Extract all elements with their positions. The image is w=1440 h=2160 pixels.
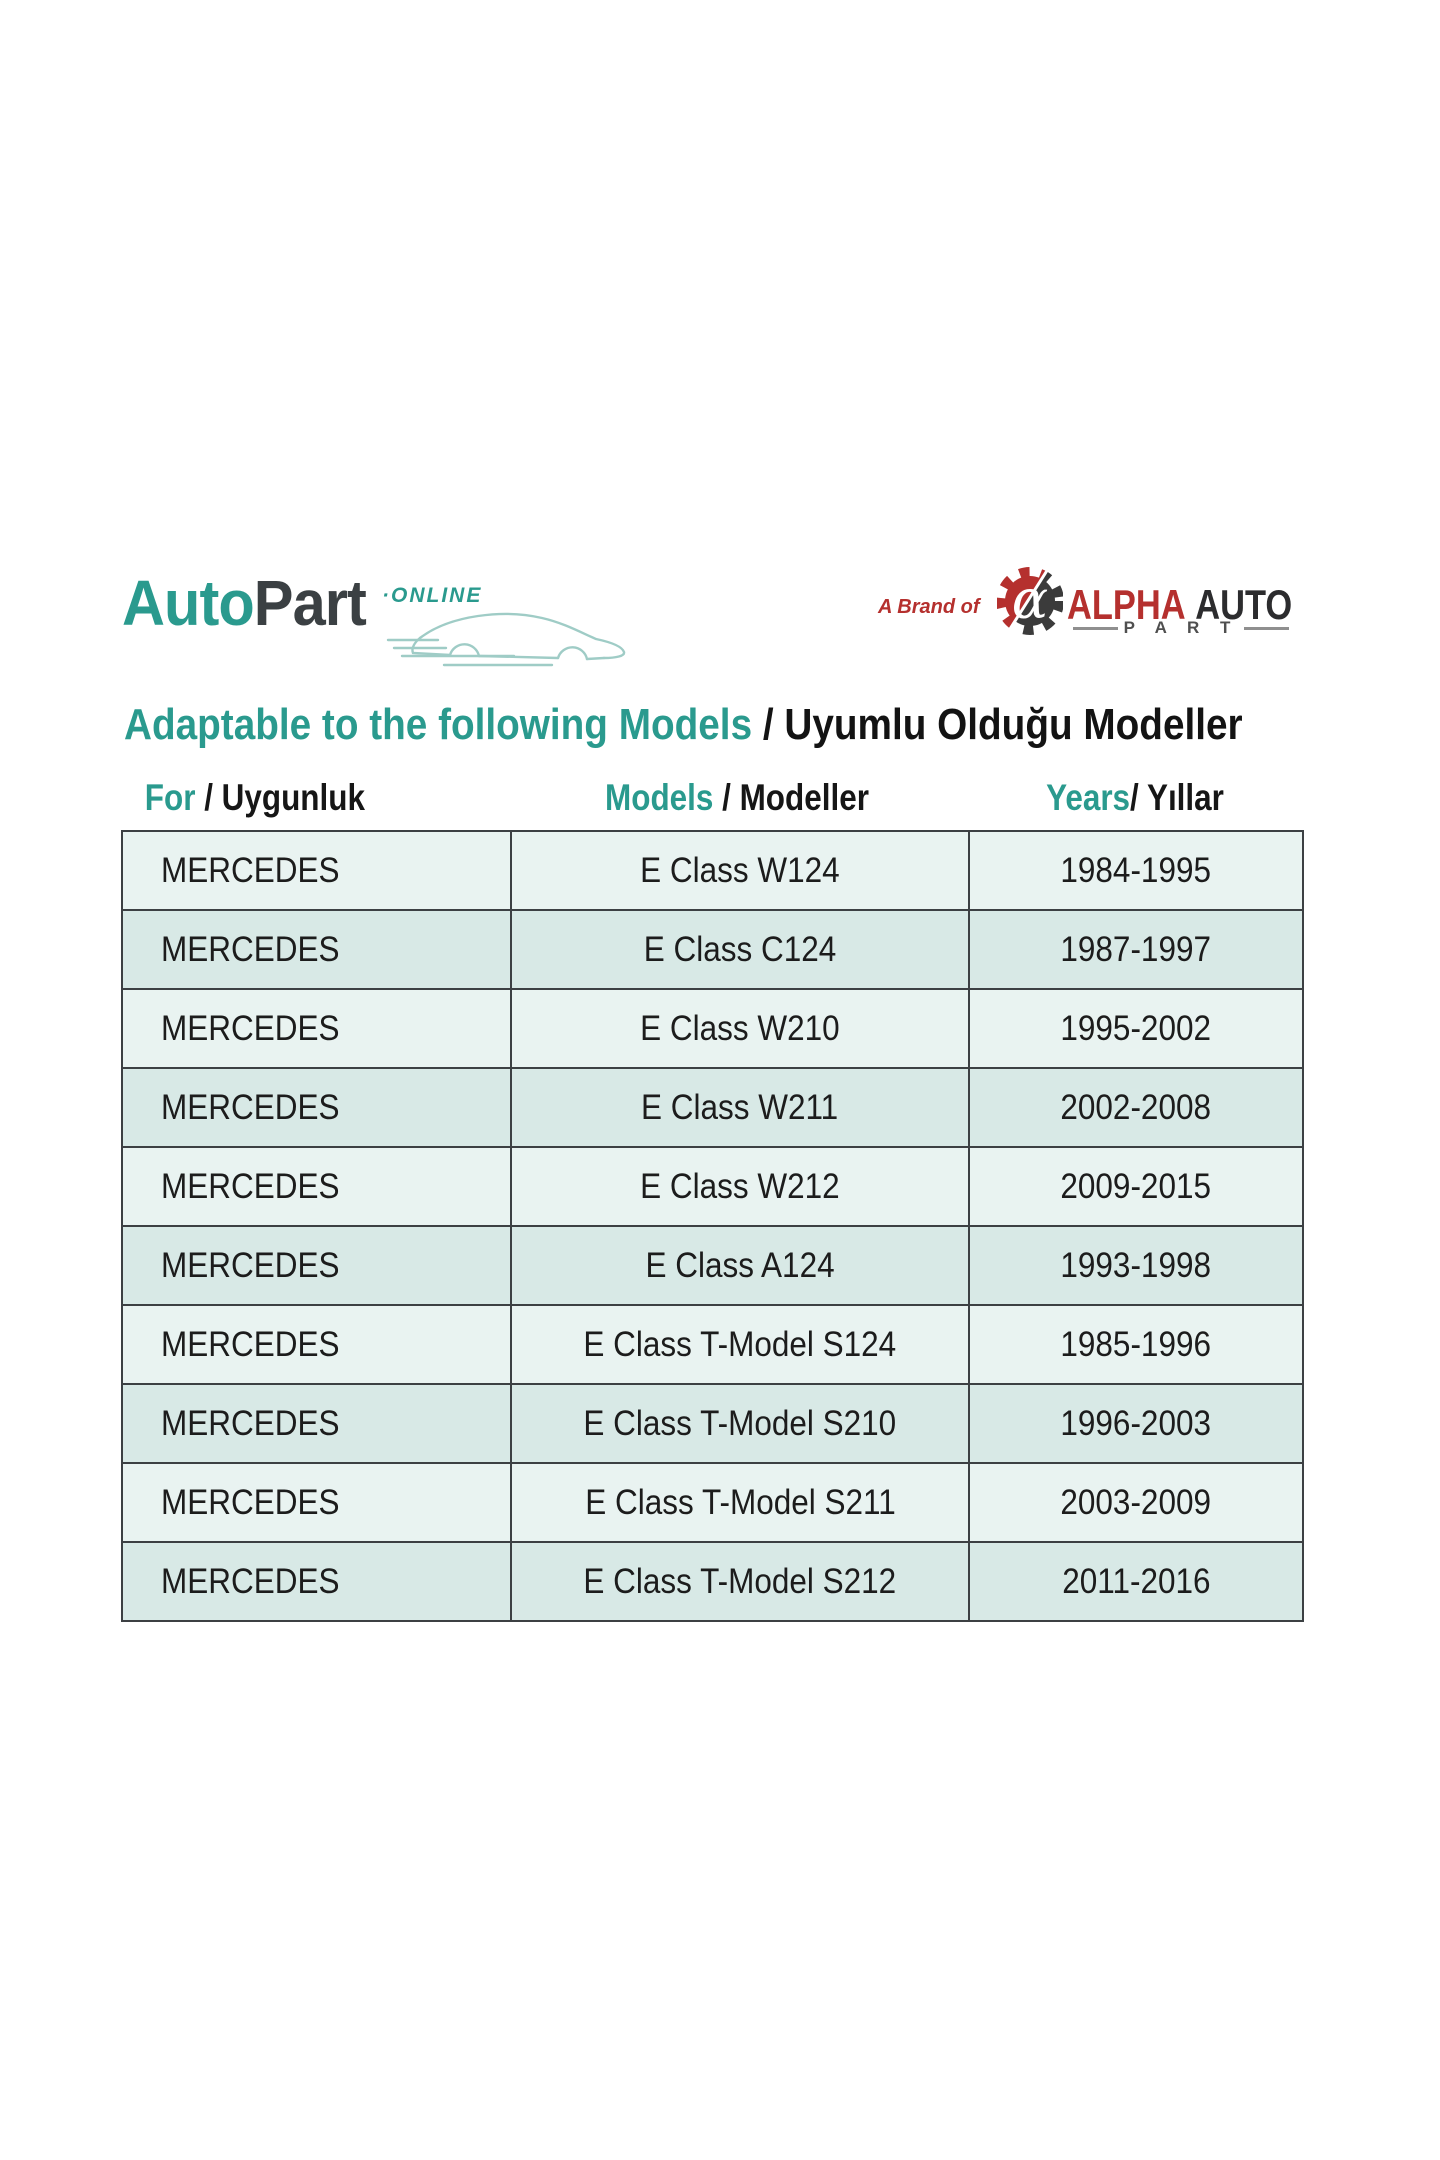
- column-header-models-accent: Models: [605, 777, 714, 818]
- table-row: MERCEDES E Class C124 1987-1997: [123, 909, 1302, 988]
- column-header-years-rest: / Yıllar: [1130, 777, 1224, 818]
- cell-model: E Class W124: [510, 832, 968, 909]
- car-outline-icon: [386, 612, 626, 667]
- cell-make: MERCEDES: [161, 1482, 340, 1522]
- cell-make: MERCEDES: [161, 1561, 340, 1601]
- alpha-auto-logo: A Brand of α ALPHA AUTO P A R T: [860, 550, 1320, 660]
- cell-years: 1995-2002: [968, 990, 1302, 1067]
- column-header-for-rest: / Uygunluk: [195, 777, 365, 818]
- cell-model: E Class W212: [510, 1148, 968, 1225]
- cell-years: 2003-2009: [968, 1464, 1302, 1541]
- column-header-years: Years/ Yıllar: [991, 777, 1278, 819]
- cell-years: 1984-1995: [968, 832, 1302, 909]
- table-row: MERCEDES E Class W211 2002-2008: [123, 1067, 1302, 1146]
- autopart-logo: AutoPart ·ONLINE: [122, 566, 642, 676]
- page-title-separator: /: [752, 700, 785, 749]
- alpha-part-subtitle: P A R T: [1067, 618, 1295, 638]
- table-row: MERCEDES E Class T-Model S210 1996-2003: [123, 1383, 1302, 1462]
- page-title-tr: Uyumlu Olduğu Modeller: [784, 700, 1243, 749]
- cell-model: E Class A124: [510, 1227, 968, 1304]
- column-header-for-accent: For: [144, 777, 196, 818]
- cell-years: 2002-2008: [968, 1069, 1302, 1146]
- page-title: Adaptable to the following Models / Uyum…: [124, 700, 1243, 750]
- cell-make: MERCEDES: [161, 850, 340, 890]
- compatibility-table: MERCEDES E Class W124 1984-1995 MERCEDES…: [121, 830, 1304, 1622]
- table-column-headers: For / Uygunluk Models / Modeller Years/ …: [121, 773, 1304, 823]
- table-row: MERCEDES E Class A124 1993-1998: [123, 1225, 1302, 1304]
- table-row: MERCEDES E Class T-Model S212 2011-2016: [123, 1541, 1302, 1620]
- autopart-wordmark-dark: Part: [253, 567, 367, 639]
- cell-make: MERCEDES: [161, 1324, 340, 1364]
- column-header-years-accent: Years: [1046, 777, 1131, 818]
- cell-model: E Class W211: [510, 1069, 968, 1146]
- column-header-for: For / Uygunluk: [121, 777, 450, 819]
- cell-years: 2009-2015: [968, 1148, 1302, 1225]
- cell-make: MERCEDES: [161, 1403, 340, 1443]
- alpha-symbol: α: [1012, 568, 1048, 631]
- cell-make: MERCEDES: [161, 1008, 340, 1048]
- table-row: MERCEDES E Class T-Model S124 1985-1996: [123, 1304, 1302, 1383]
- table-row: MERCEDES E Class T-Model S211 2003-2009: [123, 1462, 1302, 1541]
- column-header-models: Models / Modeller: [542, 777, 931, 819]
- cell-model: E Class T-Model S210: [510, 1385, 968, 1462]
- cell-make: MERCEDES: [161, 929, 340, 969]
- gear-alpha-icon: α: [997, 558, 1063, 640]
- cell-model: E Class W210: [510, 990, 968, 1067]
- table-row: MERCEDES E Class W212 2009-2015: [123, 1146, 1302, 1225]
- table-row: MERCEDES E Class W210 1995-2002: [123, 988, 1302, 1067]
- cell-make: MERCEDES: [161, 1245, 340, 1285]
- alpha-part-text: P A R T: [1123, 618, 1239, 637]
- cell-model: E Class T-Model S124: [510, 1306, 968, 1383]
- page-title-en: Adaptable to the following Models: [124, 700, 753, 749]
- autopart-online-suffix: ·ONLINE: [382, 584, 483, 607]
- cell-years: 1985-1996: [968, 1306, 1302, 1383]
- autopart-wordmark-accent: Auto: [122, 567, 255, 639]
- cell-years: 1993-1998: [968, 1227, 1302, 1304]
- cell-years: 1996-2003: [968, 1385, 1302, 1462]
- brand-of-label: A Brand of: [878, 596, 980, 618]
- cell-model: E Class C124: [510, 911, 968, 988]
- table-row: MERCEDES E Class W124 1984-1995: [123, 832, 1302, 909]
- cell-model: E Class T-Model S211: [510, 1464, 968, 1541]
- cell-make: MERCEDES: [161, 1166, 340, 1206]
- cell-make: MERCEDES: [161, 1087, 340, 1127]
- cell-years: 1987-1997: [968, 911, 1302, 988]
- cell-model: E Class T-Model S212: [510, 1543, 968, 1620]
- column-header-models-rest: / Modeller: [713, 777, 869, 818]
- cell-years: 2011-2016: [968, 1543, 1302, 1620]
- autopart-wordmark: AutoPart: [122, 566, 367, 640]
